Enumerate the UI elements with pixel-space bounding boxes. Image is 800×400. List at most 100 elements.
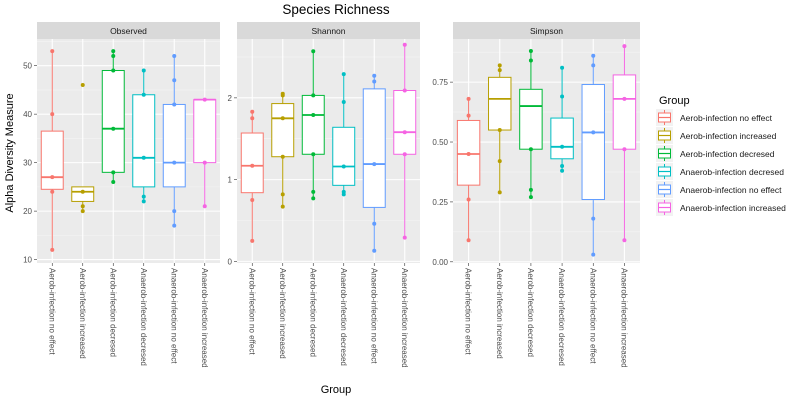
box-1 — [488, 63, 512, 195]
data-point — [591, 53, 596, 58]
data-point — [402, 130, 407, 135]
data-point — [280, 91, 285, 96]
data-point — [280, 192, 285, 197]
box-iqr — [193, 99, 217, 164]
data-point — [280, 204, 285, 209]
data-point — [172, 78, 177, 83]
legend-label: Aerob-infection decresed — [680, 149, 775, 159]
legend-label: Anaerob-infection decresed — [680, 167, 784, 177]
data-point — [466, 96, 471, 101]
data-point — [80, 204, 85, 209]
box-4 — [162, 53, 186, 228]
data-point — [172, 223, 177, 228]
box-2 — [519, 48, 543, 200]
x-tick-label: Anaerob-infection decresed — [557, 268, 566, 366]
data-point — [528, 187, 533, 192]
data-point — [497, 128, 502, 133]
data-point — [622, 96, 627, 101]
facet-strip-label: Shannon — [311, 26, 345, 36]
data-point — [560, 65, 565, 70]
data-point — [591, 130, 596, 135]
legend-label: Anaerob-infection increased — [680, 203, 786, 213]
legend-label: Aerob-infection increased — [680, 131, 777, 141]
y-tick-label: 10 — [23, 256, 32, 265]
box-iqr — [519, 88, 543, 150]
data-point — [341, 72, 346, 77]
data-point — [80, 209, 85, 214]
panel-background — [453, 39, 640, 263]
data-point — [497, 68, 502, 73]
data-point — [372, 248, 377, 253]
box-5 — [612, 44, 637, 243]
data-point — [111, 180, 116, 185]
data-point — [341, 99, 346, 104]
x-tick-label: Anaerob-infection no effect — [588, 268, 597, 364]
data-point — [402, 235, 407, 240]
box-5 — [393, 42, 417, 240]
data-point — [111, 49, 116, 54]
data-point — [311, 93, 316, 98]
box-iqr — [488, 76, 512, 131]
box-3 — [332, 72, 356, 197]
y-tick-label: 0 — [228, 257, 233, 266]
data-point — [466, 197, 471, 202]
chart-title: Species Richness — [282, 2, 390, 17]
x-tick-label: Aerob-infection decresed — [526, 268, 535, 357]
panel-background — [37, 39, 220, 263]
data-point — [172, 102, 177, 107]
data-point — [141, 155, 146, 160]
data-point — [341, 164, 346, 169]
data-point — [111, 126, 116, 131]
data-point — [250, 109, 255, 114]
panel-observed: Observed 10 20 30 40 50 Aerob-infection no eff… — [23, 22, 220, 368]
data-point — [250, 116, 255, 121]
data-point — [111, 170, 116, 175]
y-tick-label: 0.00 — [432, 258, 448, 267]
y-tick-label: 1 — [228, 176, 233, 185]
legend-item: Anaerob-infection increased — [656, 199, 786, 216]
data-point — [466, 238, 471, 243]
x-tick-label: Anaerob-infection increased — [200, 268, 209, 368]
facet-strip — [453, 22, 640, 39]
facet-strip-label: Simpson — [530, 26, 563, 36]
data-point — [560, 163, 565, 168]
box-1 — [271, 91, 295, 209]
data-point — [141, 68, 146, 73]
data-point — [560, 168, 565, 173]
data-point — [402, 42, 407, 47]
box-4 — [362, 73, 386, 253]
y-tick-label: 2 — [228, 94, 233, 103]
data-point — [50, 247, 55, 252]
data-point — [466, 113, 471, 118]
legend-item: Aerob-infection decresed — [656, 145, 775, 162]
box-iqr — [393, 90, 417, 155]
box-iqr — [132, 94, 156, 188]
data-point — [560, 94, 565, 99]
y-tick-label: 50 — [23, 62, 32, 71]
box-2 — [101, 49, 125, 185]
x-tick-label: Aerob-infection increased — [78, 268, 87, 359]
y-tick-label: 0.50 — [432, 138, 448, 147]
data-point — [591, 216, 596, 221]
data-point — [50, 49, 55, 54]
panel-background — [237, 39, 420, 263]
data-point — [497, 63, 502, 68]
legend-label: Anaerob-infection no effect — [680, 185, 782, 195]
legend-item: Anaerob-infection decresed — [656, 163, 784, 180]
panel-shannon: Shannon 0 1 2 Aerob-infection no effect Aerob… — [228, 22, 420, 368]
data-point — [202, 160, 207, 165]
y-tick-label: 0.75 — [432, 78, 448, 87]
data-point — [141, 92, 146, 97]
box-3 — [550, 65, 574, 173]
x-tick-label: Anaerob-infection increased — [400, 268, 409, 368]
box-iqr — [271, 103, 295, 158]
data-point — [311, 189, 316, 194]
data-point — [250, 238, 255, 243]
box-iqr — [362, 88, 386, 208]
legend-title: Group — [659, 95, 690, 107]
legend-item: Aerob-infection increased — [656, 127, 777, 144]
data-point — [172, 160, 177, 165]
x-tick-label: Anaerob-infection decresed — [339, 268, 348, 366]
data-point — [528, 48, 533, 53]
